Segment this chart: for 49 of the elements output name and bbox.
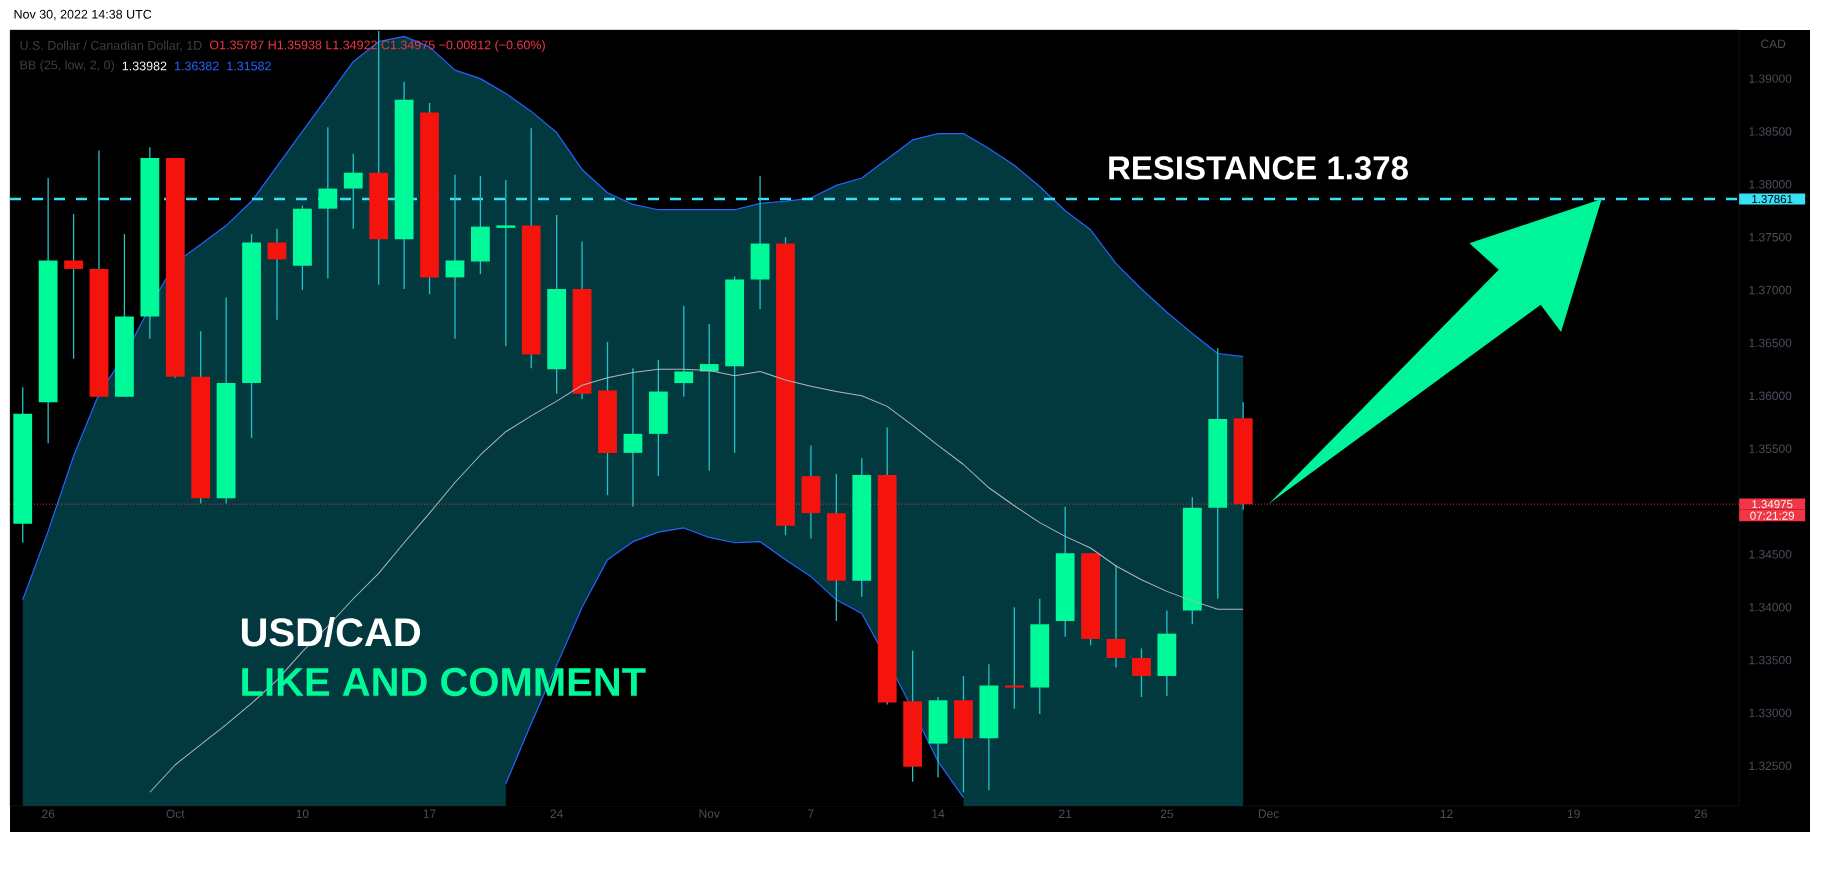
x-tick-label: Dec — [1258, 809, 1279, 818]
text: Nov 30, 2022 14:38 UTC — [14, 9, 152, 21]
annotation: U.S. Dollar / Canadian Dollar, 1D — [20, 40, 202, 52]
annotation: 1.31582 — [227, 61, 271, 71]
candlestick — [623, 367, 643, 508]
x-tick-label: 25 — [1160, 809, 1174, 819]
candlestick — [1132, 647, 1151, 698]
candlestick — [318, 126, 338, 280]
y-tick-label: 1.35500 — [1749, 444, 1792, 453]
candlestick — [1106, 564, 1126, 669]
annotation: BB (25, low, 2, 0) — [20, 60, 114, 72]
candlestick — [64, 213, 83, 360]
candlestick — [1004, 606, 1024, 710]
candlestick — [343, 153, 363, 230]
x-tick-label: 26 — [1694, 809, 1707, 819]
x-tick-label: 7 — [808, 809, 814, 818]
y-tick-label: 1.32500 — [1749, 761, 1792, 771]
ref-line-label: 1.34975 — [1752, 500, 1793, 509]
candlestick — [674, 305, 694, 398]
candlestick — [267, 228, 287, 321]
candlestick — [495, 179, 517, 347]
y-tick-label: 1.39000 — [1749, 74, 1792, 83]
y-tick-label: 1.38000 — [1749, 180, 1792, 189]
x-tick-label: Oct — [166, 809, 185, 819]
text: 07:21:29 — [1750, 511, 1794, 520]
x-tick-label: 17 — [423, 809, 436, 818]
y-tick-label: 1.37500 — [1749, 232, 1792, 242]
y-tick-label: 1.33000 — [1749, 708, 1792, 718]
y-tick-label: 1.33500 — [1749, 655, 1792, 665]
annotation: RESISTANCE 1.378 — [1109, 156, 1408, 180]
annotation: 1.36382 — [175, 61, 219, 71]
ref-line-label: 1.37861 — [1752, 194, 1793, 204]
y-tick-label: 1.36000 — [1749, 391, 1792, 401]
y-tick-label: 1.34000 — [1749, 602, 1792, 612]
x-tick-label: 14 — [932, 809, 945, 818]
y-tick-label: 1.38500 — [1749, 127, 1792, 136]
candlestick — [445, 174, 465, 340]
x-tick-label: 26 — [42, 809, 55, 819]
x-tick-label: 19 — [1567, 809, 1580, 819]
x-tick-label: 21 — [1059, 809, 1072, 818]
y-tick-label: 1.37000 — [1749, 285, 1792, 295]
x-tick-label: Nov — [699, 809, 720, 818]
y-axis-title: CAD — [1761, 39, 1786, 49]
x-tick-label: 24 — [550, 809, 563, 818]
y-tick-label: 1.34500 — [1749, 550, 1792, 559]
annotation: 1.33982 — [122, 61, 167, 71]
x-tick-label: 12 — [1440, 809, 1453, 818]
y-tick-label: 1.36500 — [1749, 338, 1792, 348]
x-tick-label: 10 — [296, 809, 309, 819]
